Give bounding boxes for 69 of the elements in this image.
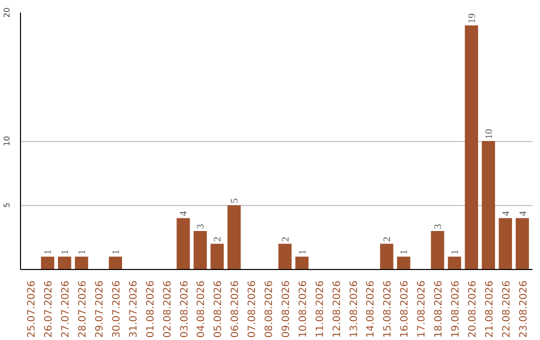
data-label: 2 (382, 236, 394, 242)
bar (74, 256, 88, 270)
data-label: 2 (280, 236, 292, 242)
data-label: 3 (433, 224, 444, 229)
x-tick-label: 03.08.2026 (179, 280, 190, 338)
x-tick-label: 14.08.2026 (366, 280, 377, 338)
x-tick-label: 07.08.2026 (247, 280, 258, 338)
x-tick-label: 18.08.2026 (434, 280, 445, 338)
data-label: 3 (196, 224, 207, 229)
bar (430, 230, 444, 270)
data-label: 2 (212, 236, 224, 242)
data-label: 1 (450, 250, 462, 255)
data-label: 1 (43, 250, 54, 255)
y-tick-label: 20 (2, 7, 12, 18)
bar (278, 244, 292, 270)
bar (498, 218, 512, 270)
bar (108, 256, 122, 270)
data-label: 19 (466, 13, 478, 24)
x-tick-label: 15.08.2026 (382, 280, 394, 338)
data-label: 5 (230, 198, 241, 204)
x-tick-label: 27.07.2026 (60, 280, 72, 338)
x-tick-label: 20.08.2026 (467, 280, 478, 338)
x-tick-label: 04.08.2026 (196, 280, 208, 338)
x-tick-label: 23.08.2026 (518, 280, 530, 338)
x-tick-label: 17.08.2026 (416, 280, 428, 338)
x-tick-label: 13.08.2026 (348, 280, 360, 338)
bar (464, 25, 478, 270)
bar (397, 256, 410, 270)
data-label: 1 (77, 250, 88, 255)
bar (482, 141, 496, 270)
x-tick-label: 21.08.2026 (484, 280, 496, 338)
data-label: 4 (518, 211, 529, 216)
x-tick-label: 25.07.2026 (26, 280, 38, 338)
x-tick-label: 31.07.2026 (128, 280, 140, 338)
x-tick-label: 01.08.2026 (145, 280, 156, 338)
x-tick-label: 16.08.2026 (400, 280, 411, 338)
x-tick-label: 05.08.2026 (213, 280, 224, 338)
x-tick-label: 12.08.2026 (332, 280, 343, 338)
bar (380, 244, 394, 270)
x-tick-label: 22.08.2026 (501, 280, 512, 338)
x-tick-label: 30.07.2026 (111, 280, 122, 338)
data-label: 1 (110, 250, 122, 255)
x-tick-label: 26.07.2026 (44, 280, 55, 338)
data-label: 4 (500, 211, 512, 216)
x-tick-label: 06.08.2026 (230, 280, 242, 338)
x-tick-label: 02.08.2026 (162, 280, 174, 338)
data-label: 1 (297, 250, 308, 255)
data-label: 1 (399, 250, 410, 255)
y-tick-label: 10 (2, 136, 12, 146)
bar (210, 244, 224, 270)
bar (41, 256, 54, 270)
data-label: 10 (484, 129, 495, 139)
y-tick-label: 5 (2, 202, 12, 208)
x-tick-label: 19.08.2026 (450, 280, 462, 338)
x-tick-label: 08.08.2026 (264, 280, 276, 338)
bar (228, 205, 241, 270)
bar (194, 230, 207, 270)
bar (58, 256, 72, 270)
bar (295, 256, 309, 270)
x-tick-label: 28.07.2026 (78, 280, 89, 338)
bar (176, 218, 190, 270)
x-tick-label: 09.08.2026 (280, 280, 292, 338)
data-label: 1 (60, 250, 72, 255)
bar (516, 218, 529, 270)
x-tick-label: 11.08.2026 (314, 280, 326, 338)
x-tick-label: 10.08.2026 (298, 280, 309, 338)
x-tick-label: 29.07.2026 (94, 280, 106, 338)
bar (448, 256, 462, 270)
data-label: 4 (178, 211, 190, 216)
